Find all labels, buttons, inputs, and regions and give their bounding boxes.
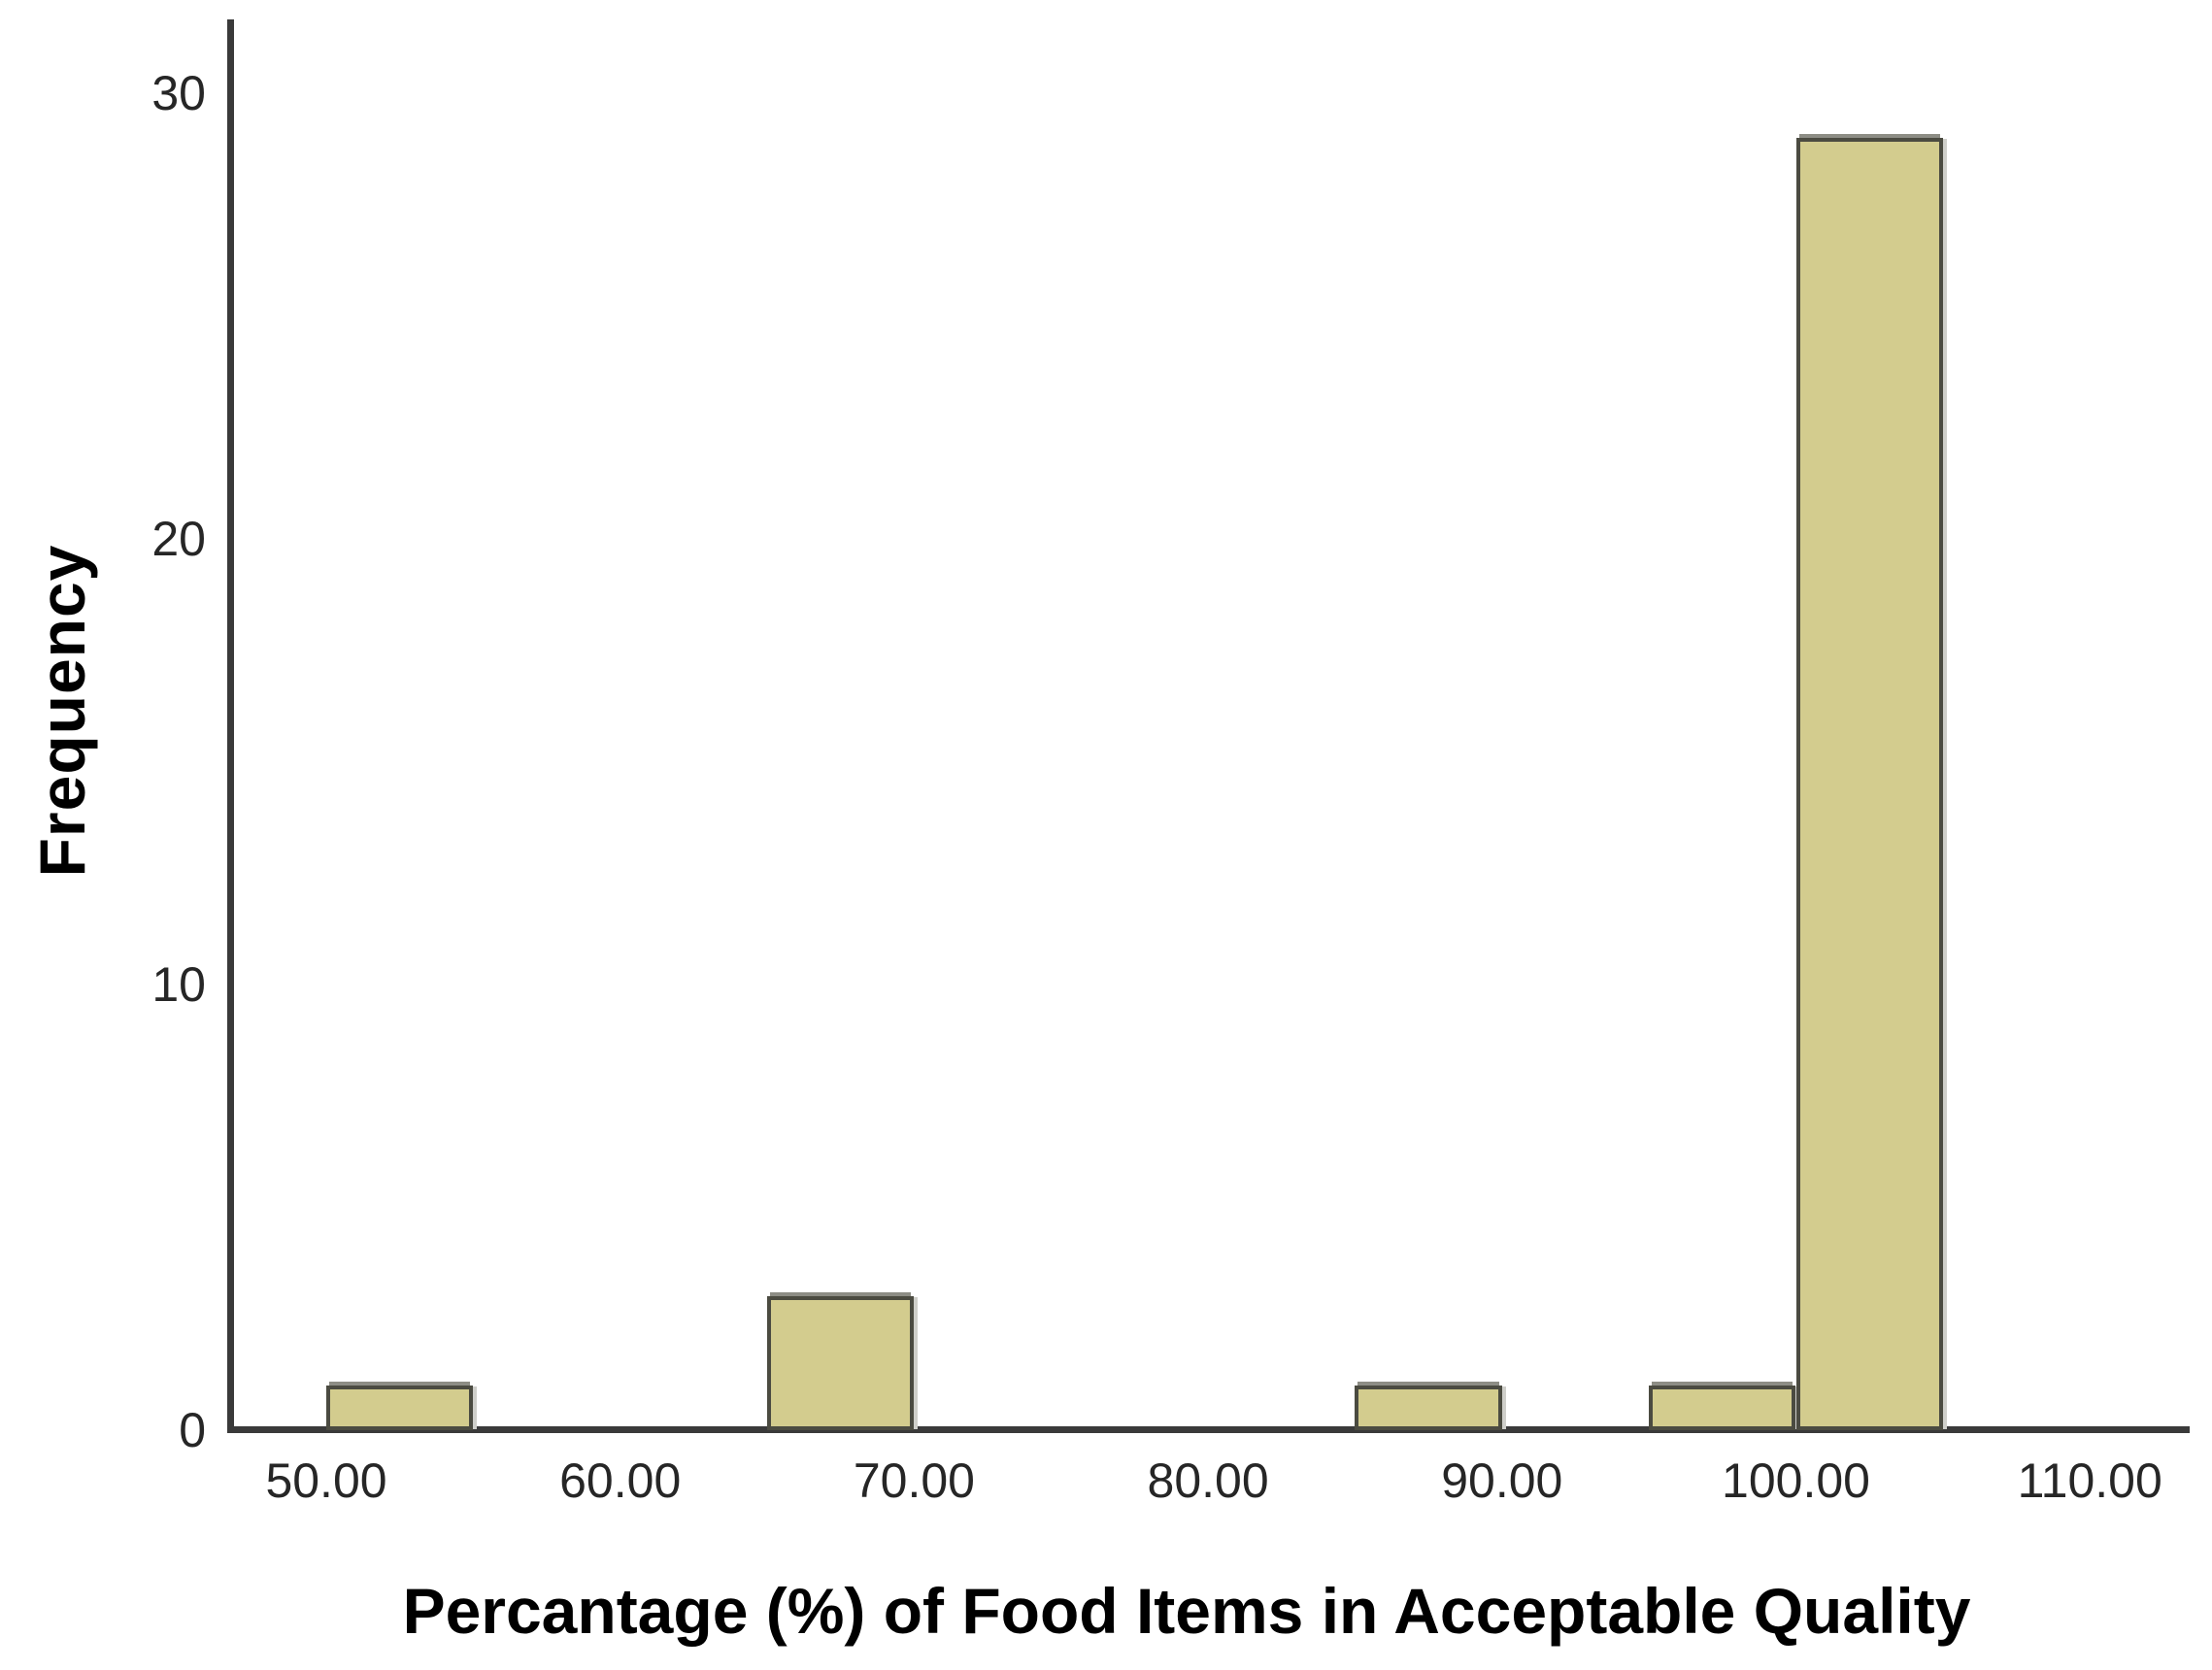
x-tick-label: 90.00 xyxy=(1441,1453,1563,1508)
x-tick-label: 110.00 xyxy=(2017,1453,2162,1508)
y-tick-label: 20 xyxy=(151,512,206,566)
x-tick-label: 70.00 xyxy=(853,1453,975,1508)
histogram-bar xyxy=(326,1386,474,1430)
x-axis-title: Percantage (%) of Food Items in Acceptab… xyxy=(402,1575,1971,1647)
x-tick-label: 80.00 xyxy=(1147,1453,1269,1508)
x-tick-label: 60.00 xyxy=(559,1453,682,1508)
histogram-bar xyxy=(1355,1386,1502,1430)
y-tick-label: 0 xyxy=(179,1403,206,1457)
x-tick-label: 50.00 xyxy=(265,1453,387,1508)
y-axis-line xyxy=(227,19,234,1433)
x-tick-label: 100.00 xyxy=(1722,1453,1870,1508)
y-axis-title: Frequency xyxy=(26,544,98,878)
histogram-bar xyxy=(767,1296,915,1430)
y-tick-label: 30 xyxy=(151,66,206,120)
y-tick-label: 10 xyxy=(151,957,206,1012)
histogram-bar xyxy=(1795,137,1943,1430)
histogram-bar xyxy=(1649,1386,1796,1430)
x-axis-line xyxy=(227,1426,2190,1433)
